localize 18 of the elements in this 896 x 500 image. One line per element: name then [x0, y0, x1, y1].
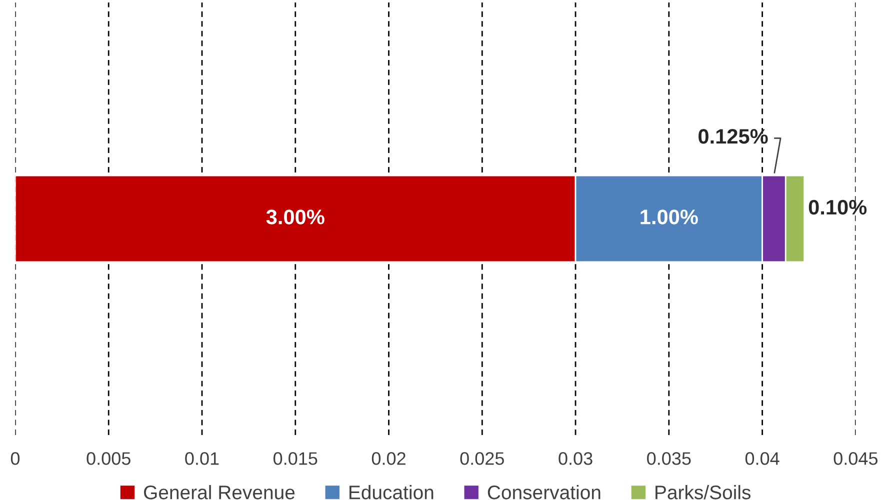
legend-label: Parks/Soils [656, 485, 751, 500]
legend-label: Conservation [488, 485, 600, 500]
x-tick-label: 0.005 [86, 452, 130, 465]
x-tick-label: 0.03 [558, 452, 592, 465]
data-label: 1.00% [640, 210, 698, 224]
data-label: 0.125% [698, 128, 768, 144]
data-label: 3.00% [266, 210, 324, 224]
x-tick-label: 0 [10, 452, 20, 465]
data-label: 0.10% [808, 200, 867, 215]
x-tick-label: 0.01 [185, 452, 219, 465]
legend-label: Education [350, 485, 434, 500]
x-tick-label: 0.025 [460, 452, 504, 465]
x-tick-label: 0.02 [372, 452, 406, 465]
legend-label: General Revenue [144, 485, 295, 500]
x-tick-label: 0.035 [647, 452, 691, 465]
x-tick-label: 0.015 [273, 452, 318, 465]
x-tick-label: 0.04 [745, 452, 780, 465]
x-tick-label: 0.045 [834, 452, 878, 465]
